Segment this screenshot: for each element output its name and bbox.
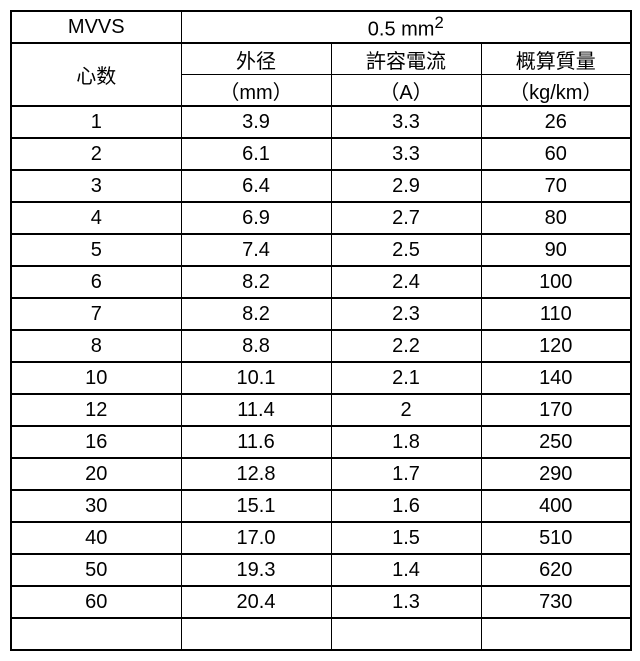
cell: 7.4: [181, 234, 331, 266]
cell: 16: [11, 426, 181, 458]
cell: 40: [11, 522, 181, 554]
cell: 1.3: [331, 586, 481, 618]
cell: 90: [481, 234, 631, 266]
spec-value: 0.5 mm: [368, 18, 435, 40]
cell: 2.3: [331, 298, 481, 330]
cell: 50: [11, 554, 181, 586]
cell: 1.4: [331, 554, 481, 586]
cell: 2: [331, 394, 481, 426]
cell-empty: [181, 618, 331, 650]
cell: 11.4: [181, 394, 331, 426]
cell: 110: [481, 298, 631, 330]
table-row: 1211.42170: [11, 394, 631, 426]
cell: 250: [481, 426, 631, 458]
cell: 20: [11, 458, 181, 490]
cell: 1.8: [331, 426, 481, 458]
cell: 6.1: [181, 138, 331, 170]
cell: 170: [481, 394, 631, 426]
table-row: 2012.81.7290: [11, 458, 631, 490]
table-body: 13.93.32626.13.36036.42.97046.92.78057.4…: [11, 106, 631, 650]
cell: 12: [11, 394, 181, 426]
header-unit-0: （mm）: [181, 75, 331, 107]
cell: 6: [11, 266, 181, 298]
cell: 30: [11, 490, 181, 522]
cell-empty: [331, 618, 481, 650]
cell: 2.7: [331, 202, 481, 234]
cell: 3.9: [181, 106, 331, 138]
cell: 6.9: [181, 202, 331, 234]
header-unit-2: （kg/km）: [481, 75, 631, 107]
table-row: 1010.12.1140: [11, 362, 631, 394]
cell: 60: [481, 138, 631, 170]
table-row: 46.92.780: [11, 202, 631, 234]
table-row: 68.22.4100: [11, 266, 631, 298]
cell: 6.4: [181, 170, 331, 202]
table-row: 5019.31.4620: [11, 554, 631, 586]
table-row-empty: [11, 618, 631, 650]
header-rowlabel: 心数: [11, 43, 181, 106]
table-row: 3015.11.6400: [11, 490, 631, 522]
cell: 20.4: [181, 586, 331, 618]
cell: 70: [481, 170, 631, 202]
header-spec: 0.5 mm2: [181, 11, 631, 43]
cell: 400: [481, 490, 631, 522]
cell: 11.6: [181, 426, 331, 458]
cell: 15.1: [181, 490, 331, 522]
header-col-1: 許容電流: [331, 43, 481, 75]
table-row: 57.42.590: [11, 234, 631, 266]
cell: 1.7: [331, 458, 481, 490]
cell: 2.1: [331, 362, 481, 394]
cell: 2.2: [331, 330, 481, 362]
cell-empty: [481, 618, 631, 650]
cell: 8.2: [181, 298, 331, 330]
cell: 8.8: [181, 330, 331, 362]
cell: 12.8: [181, 458, 331, 490]
header-col-2: 概算質量: [481, 43, 631, 75]
cell: 60: [11, 586, 181, 618]
cell: 19.3: [181, 554, 331, 586]
cell-empty: [11, 618, 181, 650]
cell: 620: [481, 554, 631, 586]
cell: 100: [481, 266, 631, 298]
mvvs-spec-table: MVVS 0.5 mm2 心数 外径 許容電流 概算質量 （mm） （A） （k…: [10, 10, 632, 651]
cell: 2.5: [331, 234, 481, 266]
cell: 4: [11, 202, 181, 234]
table-row: 88.82.2120: [11, 330, 631, 362]
cell: 5: [11, 234, 181, 266]
table-row: 6020.41.3730: [11, 586, 631, 618]
cell: 1.6: [331, 490, 481, 522]
cell: 7: [11, 298, 181, 330]
cell: 17.0: [181, 522, 331, 554]
cell: 2: [11, 138, 181, 170]
cell: 8.2: [181, 266, 331, 298]
cell: 2.4: [331, 266, 481, 298]
cell: 140: [481, 362, 631, 394]
table-row: 36.42.970: [11, 170, 631, 202]
table-row: 1611.61.8250: [11, 426, 631, 458]
cell: 10: [11, 362, 181, 394]
table-row: 4017.01.5510: [11, 522, 631, 554]
cell: 3.3: [331, 106, 481, 138]
table-row: 13.93.326: [11, 106, 631, 138]
cell: 80: [481, 202, 631, 234]
cell: 1: [11, 106, 181, 138]
cell: 3: [11, 170, 181, 202]
cell: 10.1: [181, 362, 331, 394]
table-header: MVVS 0.5 mm2 心数 外径 許容電流 概算質量 （mm） （A） （k…: [11, 11, 631, 106]
table-row: 78.22.3110: [11, 298, 631, 330]
cell: 730: [481, 586, 631, 618]
header-unit-1: （A）: [331, 75, 481, 107]
cell: 2.9: [331, 170, 481, 202]
header-corner: MVVS: [11, 11, 181, 43]
header-col-0: 外径: [181, 43, 331, 75]
cell: 1.5: [331, 522, 481, 554]
cell: 26: [481, 106, 631, 138]
cell: 290: [481, 458, 631, 490]
spec-sup: 2: [434, 13, 443, 32]
cell: 8: [11, 330, 181, 362]
cell: 120: [481, 330, 631, 362]
cell: 510: [481, 522, 631, 554]
table-row: 26.13.360: [11, 138, 631, 170]
cell: 3.3: [331, 138, 481, 170]
